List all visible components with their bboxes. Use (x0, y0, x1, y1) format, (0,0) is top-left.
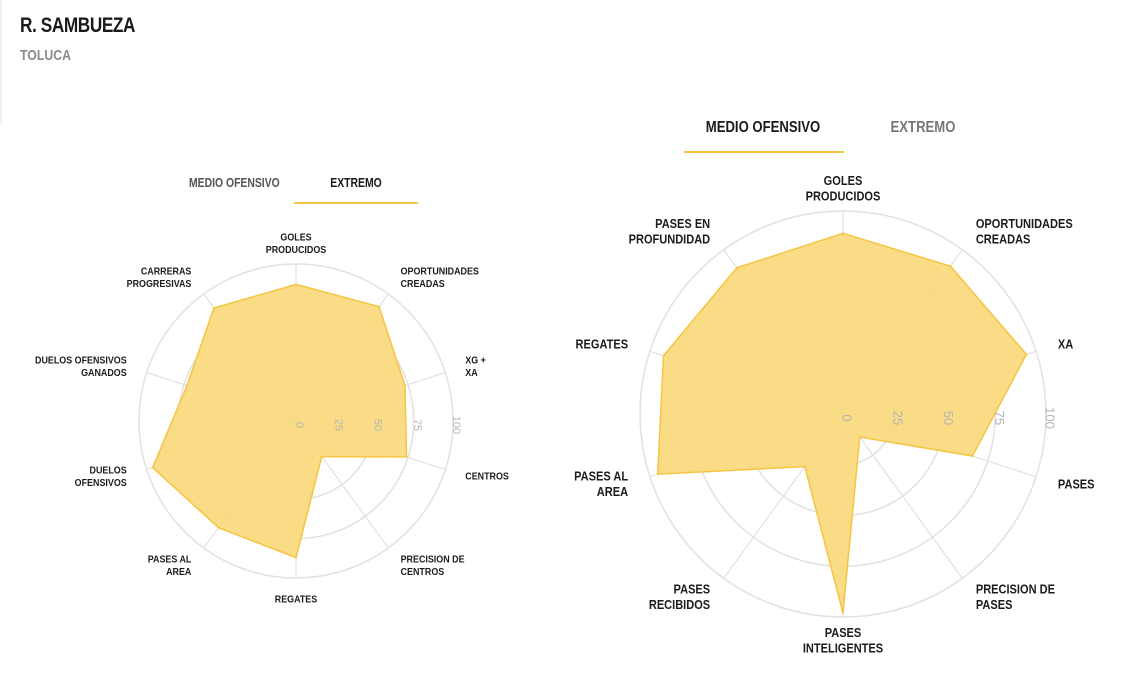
medio-ofensivo-axis-label: PASES EN PROFUNDIDAD (629, 216, 711, 247)
extremo-point-7 (151, 466, 154, 469)
extremo-point-9 (212, 307, 215, 309)
right-tab-extremo[interactable]: EXTREMO (890, 119, 956, 136)
medio-ofensivo-point-1 (949, 265, 952, 268)
extremo-point-6 (217, 526, 220, 529)
extremo-axis-label: PRECISION DE CENTROS (401, 554, 465, 578)
extremo-axis-label: PASES AL AREA (148, 554, 192, 578)
header-divider (0, 0, 2, 124)
medio-ofensivo-tick-label: 0 (840, 414, 855, 421)
medio-ofensivo-axis-label: PASES AL AREA (574, 469, 628, 500)
medio-ofensivo-tick-label: 100 (1043, 407, 1058, 429)
medio-ofensivo-axis-label: REGATES (576, 337, 629, 352)
medio-ofensivo-axis-label: XA (1058, 337, 1074, 352)
medio-ofensivo-axis-label: PASES INTELIGENTES (803, 625, 883, 656)
medio-ofensivo-point-7 (656, 473, 659, 476)
extremo-tick-label: 75 (411, 419, 423, 431)
left-tab-underline (294, 202, 418, 204)
left-tab-extremo[interactable]: EXTREMO (330, 175, 382, 190)
player-name: R. SAMBUEZA (20, 14, 136, 37)
extremo-point-2 (404, 384, 406, 387)
extremo-point-1 (378, 305, 381, 308)
medio-ofensivo-point-2 (1025, 353, 1028, 356)
right-tab-underline (684, 151, 844, 153)
medio-ofensivo-spoke (842, 413, 963, 579)
extremo-point-0 (295, 283, 297, 286)
extremo-tick-label: 0 (293, 422, 305, 428)
medio-ofensivo-data-area (656, 232, 1028, 614)
extremo-point-5 (295, 556, 297, 559)
left-tab-medio-ofensivo[interactable]: MEDIO OFENSIVO (189, 175, 280, 190)
medio-ofensivo-point-9 (735, 266, 738, 269)
medio-ofensivo-axis-label: OPORTUNIDADES CREADAS (976, 216, 1073, 247)
medio-ofensivo-point-6 (803, 465, 806, 468)
extremo-axis-label: OPORTUNIDADES CREADAS (401, 266, 480, 290)
medio-ofensivo-axis-label: PASES (1058, 477, 1095, 492)
extremo-axis-label: DUELOS OFENSIVOS GANADOS (35, 355, 127, 379)
extremo-axis-label: GOLES PRODUCIDOS (266, 232, 327, 256)
extremo-tick-label: 50 (372, 419, 384, 431)
extremo-axis-label: CARRERAS PROGRESIVAS (127, 266, 192, 290)
extremo-axis-label: DUELOS OFENSIVOS (75, 465, 127, 489)
medio-ofensivo-axis-label: GOLES PRODUCIDOS (806, 173, 881, 204)
medio-ofensivo-tick-label: 50 (941, 411, 956, 425)
extremo-point-4 (320, 455, 323, 458)
right-tab-medio-ofensivo[interactable]: MEDIO OFENSIVO (705, 119, 821, 136)
medio-ofensivo-tick-label: 75 (992, 411, 1007, 425)
extremo-axis-label: REGATES (275, 594, 318, 606)
player-header: R. SAMBUEZA TOLUCA (20, 14, 160, 64)
medio-ofensivo-point-8 (662, 354, 665, 357)
medio-ofensivo-point-4 (858, 436, 861, 438)
medio-ofensivo-point-5 (842, 611, 844, 614)
medio-ofensivo-tick-label: 25 (890, 411, 905, 425)
extremo-point-3 (405, 455, 408, 458)
medio-ofensivo-point-3 (971, 455, 974, 457)
medio-ofensivo-axis-label: PRECISION DE PASES (976, 582, 1055, 613)
medio-ofensivo-axis-label: PASES RECIBIDOS (649, 582, 710, 613)
extremo-axis-label: XG + XA (465, 355, 486, 379)
medio-ofensivo-point-0 (842, 232, 844, 235)
extremo-tick-label: 25 (332, 419, 344, 431)
extremo-tick-label: 100 (450, 416, 462, 434)
extremo-point-8 (186, 384, 188, 387)
extremo-axis-label: CENTROS (465, 471, 509, 483)
team-name: TOLUCA (20, 47, 72, 64)
